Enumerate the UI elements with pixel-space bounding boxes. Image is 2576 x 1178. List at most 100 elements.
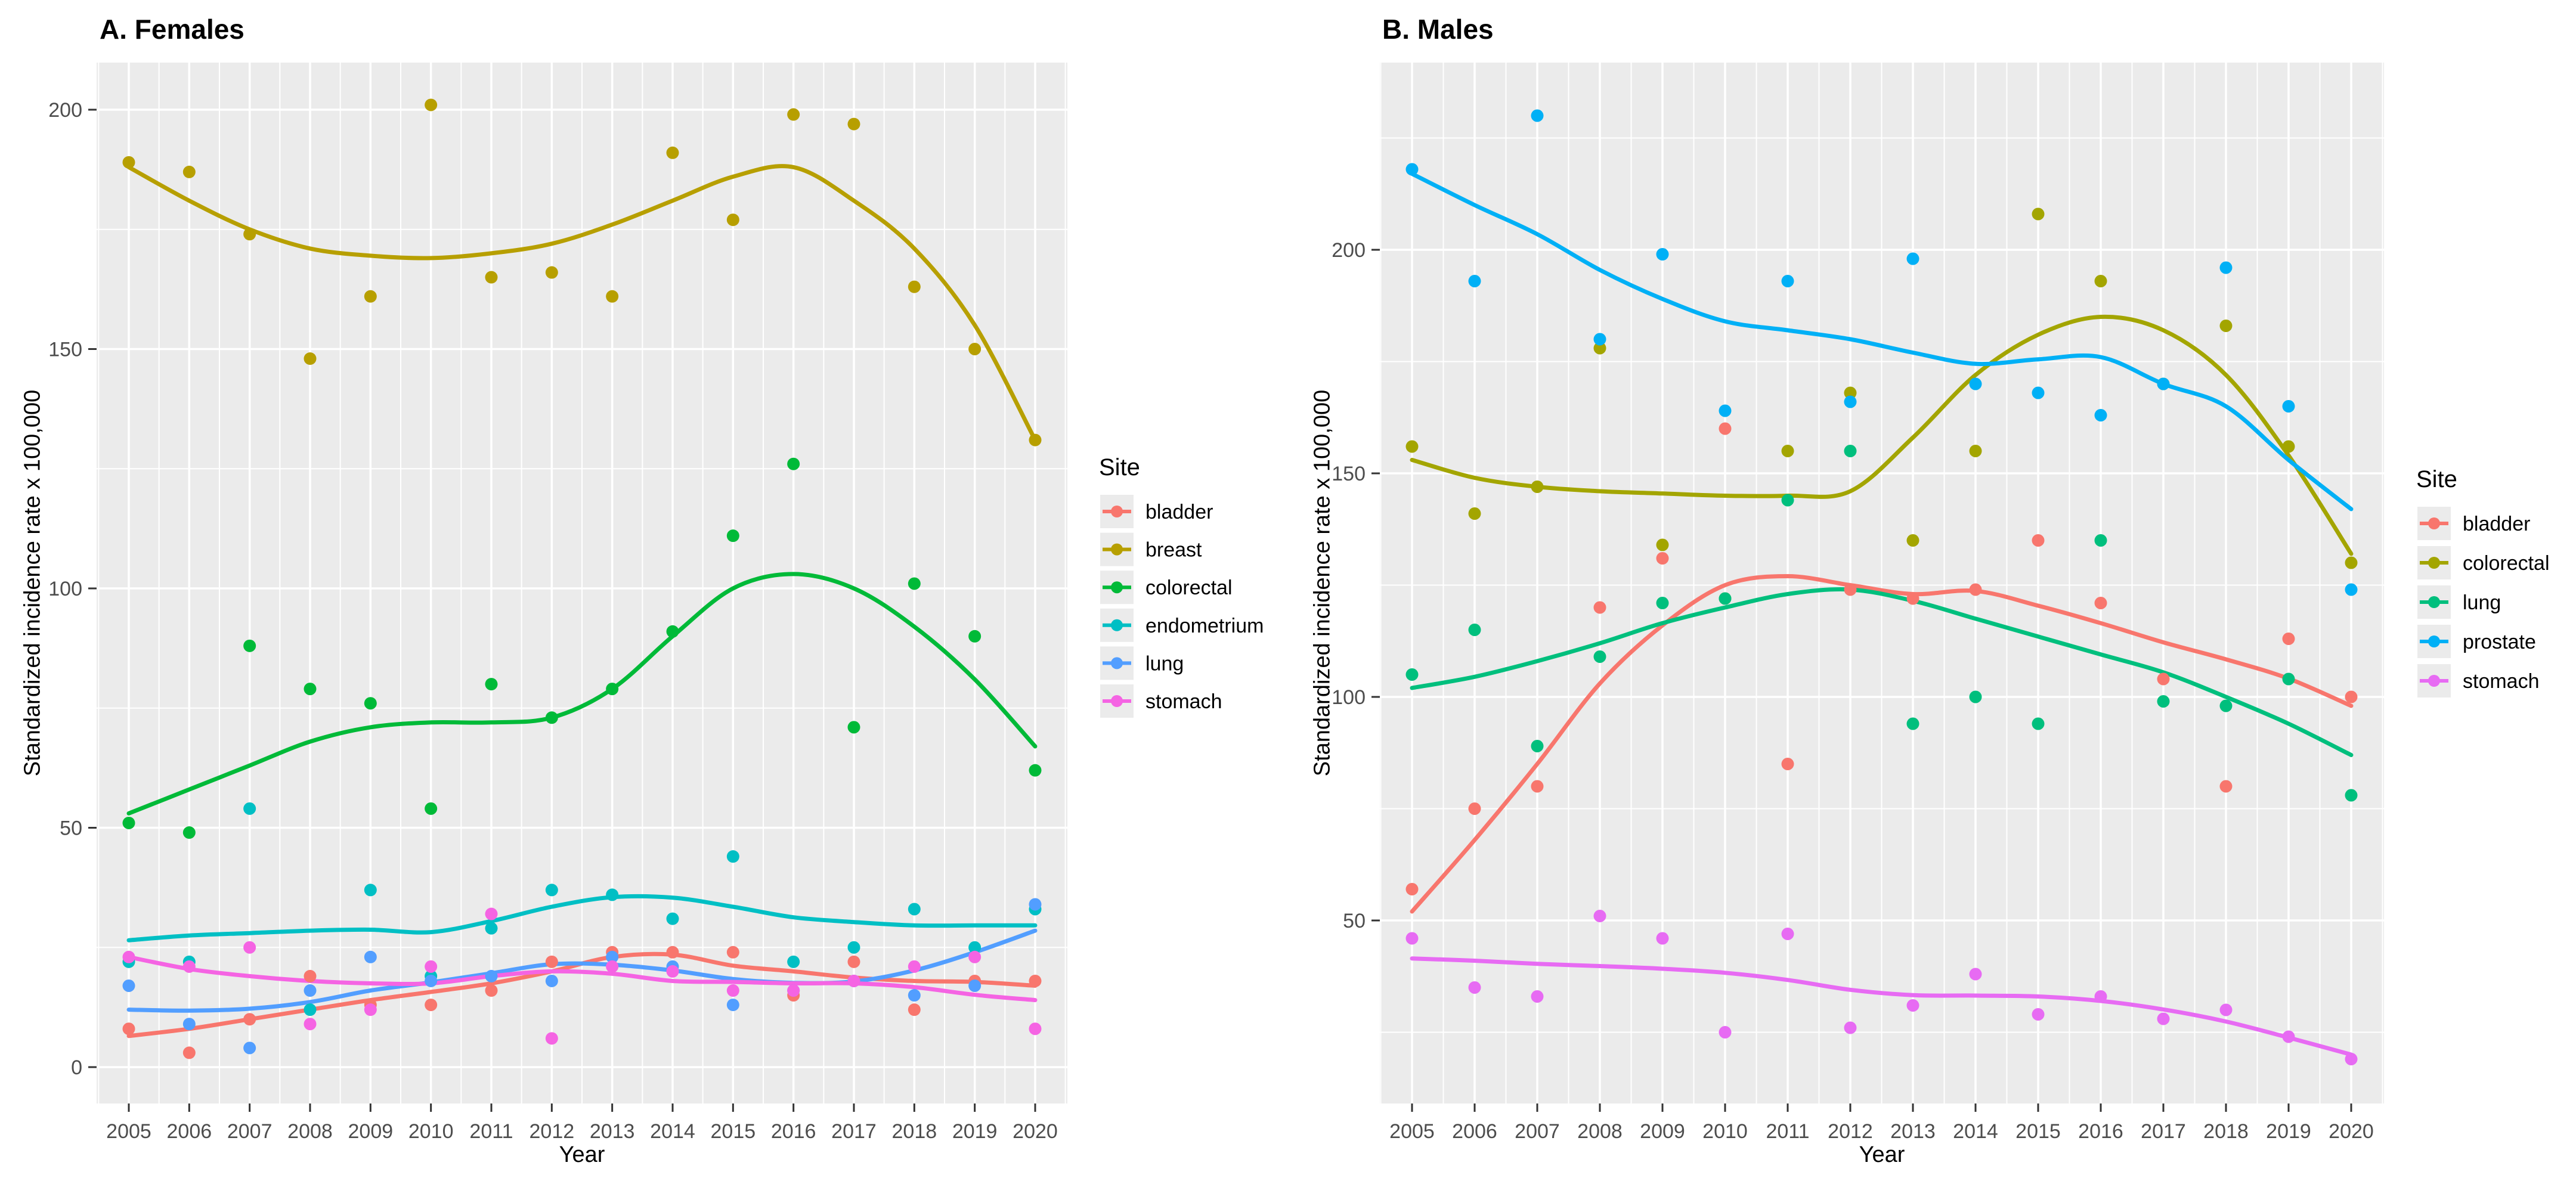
- panel-a-legend-item-label: breast: [1145, 539, 1202, 562]
- panel-a-x-tick-label: 2012: [530, 1120, 575, 1143]
- panel-a-point-endometrium: [847, 941, 860, 954]
- panel-b-point-colorectal: [1844, 386, 1857, 399]
- panel-a-point-lung: [425, 974, 438, 987]
- panel-a-point-colorectal: [787, 457, 800, 470]
- panel-a-point-lung: [182, 1018, 196, 1031]
- panel-a-point-breast: [606, 290, 619, 303]
- panel-a-point-stomach: [243, 941, 256, 954]
- panel-b-legend-key-point-lung: [2428, 596, 2440, 608]
- panel-a-trend-lung: [126, 928, 1038, 1013]
- panel-b-point-lung: [1844, 445, 1857, 457]
- panel-a-point-breast: [122, 156, 135, 169]
- panel-a-point-stomach: [545, 1032, 558, 1045]
- panel-b-point-lung: [1468, 624, 1481, 636]
- panel-a-point-stomach: [726, 984, 739, 997]
- panel-b-point-stomach: [1468, 981, 1481, 994]
- panel-b-point-bladder: [1906, 592, 1919, 605]
- panel-b-point-stomach: [1531, 990, 1544, 1003]
- panel-a-point-breast: [364, 290, 377, 303]
- panel-b-point-prostate: [1405, 163, 1419, 176]
- panel-b-point-bladder: [1844, 583, 1857, 596]
- panel-b-point-stomach: [2345, 1053, 2358, 1065]
- panel-b-point-bladder: [2032, 534, 2045, 547]
- panel-a-x-tick-label: 2017: [831, 1120, 877, 1143]
- panel-b-legend-item-label: stomach: [2463, 670, 2540, 693]
- panel-b-point-stomach: [1405, 932, 1419, 945]
- panel-a-point-breast: [787, 108, 800, 121]
- panel-a-x-tick-label: 2016: [771, 1120, 816, 1143]
- panel-a-point-stomach: [908, 960, 921, 973]
- panel-a-point-bladder: [304, 969, 317, 982]
- panel-b-point-lung: [1531, 740, 1544, 752]
- panel-b-trend-prostate: [1410, 172, 2354, 512]
- panel-b-point-prostate: [2094, 409, 2107, 421]
- panel-a-x-tick-label: 2009: [348, 1120, 394, 1143]
- panel-a-point-bladder: [182, 1046, 196, 1059]
- panel-b-y-tick-label: 50: [1343, 910, 1366, 932]
- panel-b-x-tick-label: 2019: [2266, 1120, 2311, 1143]
- panel-a-point-bladder: [726, 946, 739, 959]
- panel-a-legend-title: Site: [1099, 454, 1140, 480]
- panel-b-title: B. Males: [1382, 14, 1494, 45]
- panel-b-y-tick-label: 200: [1332, 239, 1366, 262]
- panel-a-x-tick-label: 2015: [711, 1120, 756, 1143]
- panel-a-point-breast: [182, 165, 196, 178]
- panel-b-point-lung: [2157, 695, 2170, 708]
- panel-a-point-breast: [243, 228, 256, 241]
- panel-b-point-prostate: [1906, 252, 1919, 265]
- panel-b-point-prostate: [1719, 404, 1732, 417]
- panel-b-point-colorectal: [1906, 534, 1919, 547]
- panel-a-point-bladder: [847, 955, 860, 968]
- panel-b-legend-key-point-stomach: [2428, 675, 2440, 687]
- panel-a-point-colorectal: [304, 683, 317, 696]
- panel-b-point-stomach: [2282, 1030, 2295, 1043]
- panel-a-point-colorectal: [908, 577, 921, 590]
- panel-a-point-endometrium: [243, 802, 256, 815]
- panel-a-legend-key-point-lung: [1111, 657, 1123, 669]
- panel-b-y-axis-title: Standardized incidence rate x 100,000: [1309, 389, 1335, 777]
- panel-b-point-lung: [2094, 534, 2107, 547]
- panel-b-trend-bladder: [1410, 574, 2354, 914]
- panel-b-point-stomach: [1719, 1026, 1732, 1038]
- panel-a-point-stomach: [364, 1003, 377, 1016]
- panel-a-point-lung: [908, 989, 921, 1002]
- panel-a-x-tick-label: 2013: [590, 1120, 635, 1143]
- panel-a-point-colorectal: [606, 683, 619, 696]
- panel-b-point-lung: [2219, 699, 2233, 712]
- panel-b-x-tick-label: 2010: [1702, 1120, 1748, 1143]
- panel-a-legend-key-point-colorectal: [1111, 581, 1123, 594]
- panel-b-point-colorectal: [1405, 440, 1419, 453]
- panel-a-point-lung: [485, 969, 498, 982]
- panel-a-point-colorectal: [847, 721, 860, 734]
- panel-a-x-tick-label: 2006: [167, 1120, 212, 1143]
- panel-b-point-lung: [1719, 592, 1732, 605]
- panel-b-point-prostate: [2282, 400, 2295, 413]
- panel-b-x-tick-label: 2013: [1890, 1120, 1936, 1143]
- panel-b-point-bladder: [1468, 802, 1481, 815]
- panel-a-x-tick-label: 2014: [650, 1120, 695, 1143]
- panel-a-point-stomach: [606, 960, 619, 973]
- panel-a-point-breast: [304, 352, 317, 365]
- panel-a-point-bladder: [908, 1003, 921, 1016]
- panel-a-point-endometrium: [908, 903, 921, 916]
- panel-b-point-stomach: [2219, 1003, 2233, 1016]
- panel-a-legend-item-label: endometrium: [1145, 615, 1264, 637]
- panel-b-point-stomach: [1969, 968, 1982, 981]
- panel-b-x-tick-label: 2018: [2203, 1120, 2249, 1143]
- panel-b-x-tick-label: 2012: [1828, 1120, 1873, 1143]
- panel-a-x-tick-label: 2008: [287, 1120, 333, 1143]
- panel-b-point-colorectal: [1531, 480, 1544, 493]
- panel-b-point-colorectal: [2282, 440, 2295, 453]
- panel-a-y-tick-label: 50: [60, 817, 82, 840]
- panel-a-point-colorectal: [968, 630, 982, 643]
- panel-b-point-bladder: [1593, 601, 1606, 614]
- panel-a-y-tick-label: 100: [48, 578, 82, 600]
- panel-b-x-tick-label: 2017: [2141, 1120, 2186, 1143]
- panel-b-point-bladder: [1719, 422, 1732, 435]
- panel-a-x-tick-label: 2020: [1013, 1120, 1058, 1143]
- panel-b-legend-item-label: colorectal: [2463, 552, 2550, 575]
- panel-b-point-lung: [1656, 597, 1669, 609]
- panel-a-point-endometrium: [726, 850, 739, 863]
- panel-b-x-tick-label: 2014: [1953, 1120, 1998, 1143]
- panel-a-point-stomach: [1029, 1022, 1042, 1036]
